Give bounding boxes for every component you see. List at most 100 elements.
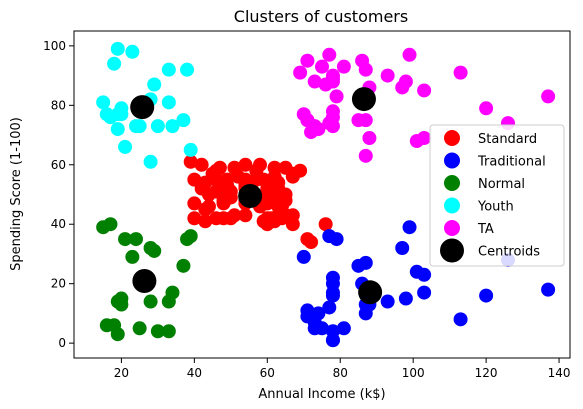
point-ta xyxy=(329,89,344,104)
point-traditional xyxy=(315,321,329,336)
point-standard xyxy=(238,208,253,223)
point-traditional xyxy=(329,232,344,247)
point-youth xyxy=(110,122,125,137)
point-traditional xyxy=(325,276,340,291)
point-traditional xyxy=(380,294,395,309)
point-ta xyxy=(358,113,373,128)
point-youth xyxy=(114,101,129,116)
point-standard xyxy=(285,217,300,232)
point-normal xyxy=(147,243,162,258)
point-traditional xyxy=(325,288,340,303)
point-ta xyxy=(541,89,556,104)
point-normal xyxy=(143,294,158,309)
point-ta xyxy=(300,53,315,68)
point-youth xyxy=(183,142,198,157)
legend-label-centroids: Centroids xyxy=(478,245,540,260)
y-axis-label: Spending Score (1-100) xyxy=(9,117,24,271)
point-traditional xyxy=(296,249,311,264)
point-normal xyxy=(103,217,118,232)
point-ta xyxy=(380,68,395,83)
point-traditional xyxy=(479,288,494,303)
point-ta xyxy=(358,148,373,163)
point-youth xyxy=(176,113,191,128)
point-ta xyxy=(307,74,322,89)
point-ta xyxy=(362,131,377,146)
point-youth xyxy=(96,95,111,110)
y-tick-label: 20 xyxy=(51,277,66,291)
point-youth xyxy=(125,44,140,59)
point-ta xyxy=(293,65,308,80)
points-layer xyxy=(96,41,556,348)
point-traditional xyxy=(395,241,410,256)
legend-marker-traditional xyxy=(444,152,460,169)
point-youth xyxy=(147,77,162,92)
centroid-point xyxy=(238,183,263,208)
point-standard xyxy=(253,157,267,172)
centroid-point xyxy=(358,280,383,305)
legend-label-normal: Normal xyxy=(478,177,525,192)
point-normal xyxy=(129,232,143,247)
x-tick-label: 80 xyxy=(333,366,348,380)
chart-title: Clusters of customers xyxy=(234,7,408,26)
point-normal xyxy=(118,232,133,247)
point-ta xyxy=(398,74,413,89)
legend-label-youth: Youth xyxy=(477,200,514,215)
point-youth xyxy=(110,41,125,56)
x-tick-label: 40 xyxy=(187,366,202,380)
point-traditional xyxy=(336,321,351,336)
point-youth xyxy=(143,154,158,169)
point-ta xyxy=(453,65,468,80)
x-axis-label: Annual Income (k$) xyxy=(258,387,385,402)
y-tick-label: 40 xyxy=(51,217,66,231)
legend-box xyxy=(429,124,565,267)
point-traditional xyxy=(398,291,413,306)
legend-label-ta: TA xyxy=(477,222,494,237)
point-ta xyxy=(311,122,326,137)
point-ta xyxy=(358,62,373,77)
point-normal xyxy=(165,285,180,300)
point-traditional xyxy=(417,285,432,300)
y-axis: 0 20 40 60 80 100 xyxy=(43,39,74,350)
point-ta xyxy=(325,119,340,134)
point-normal xyxy=(183,229,198,244)
centroid-point xyxy=(132,269,157,294)
point-traditional xyxy=(325,324,340,339)
point-normal xyxy=(176,258,191,273)
legend: Standard Traditional Normal Youth TA Centroid… xyxy=(429,124,565,267)
point-ta xyxy=(315,59,329,74)
legend-marker-ta xyxy=(444,220,460,236)
point-ta xyxy=(336,59,351,74)
point-standard xyxy=(293,163,308,178)
y-tick-label: 100 xyxy=(43,39,66,53)
point-ta xyxy=(417,131,432,146)
centroid-point xyxy=(351,87,376,112)
point-ta xyxy=(325,104,340,119)
point-youth xyxy=(150,119,165,134)
point-youth xyxy=(118,139,133,154)
point-standard xyxy=(318,217,333,232)
point-ta xyxy=(402,47,417,62)
point-standard xyxy=(212,160,227,175)
point-standard xyxy=(271,175,286,190)
point-normal xyxy=(150,324,165,339)
point-traditional xyxy=(311,306,326,321)
point-ta xyxy=(479,101,494,116)
point-standard xyxy=(194,157,209,172)
legend-marker-normal xyxy=(444,175,460,191)
point-standard xyxy=(238,157,253,172)
point-normal xyxy=(132,321,147,336)
legend-label-standard: Standard xyxy=(478,132,537,147)
point-standard xyxy=(201,199,216,214)
x-tick-label: 60 xyxy=(260,366,275,380)
point-standard xyxy=(227,208,242,223)
y-tick-label: 60 xyxy=(51,158,66,172)
point-normal xyxy=(110,327,125,342)
point-standard xyxy=(187,211,202,226)
point-youth xyxy=(180,62,195,77)
point-youth xyxy=(161,95,176,110)
point-normal xyxy=(161,324,176,339)
point-traditional xyxy=(417,267,432,282)
y-tick-label: 0 xyxy=(58,336,66,350)
point-ta xyxy=(417,83,432,98)
